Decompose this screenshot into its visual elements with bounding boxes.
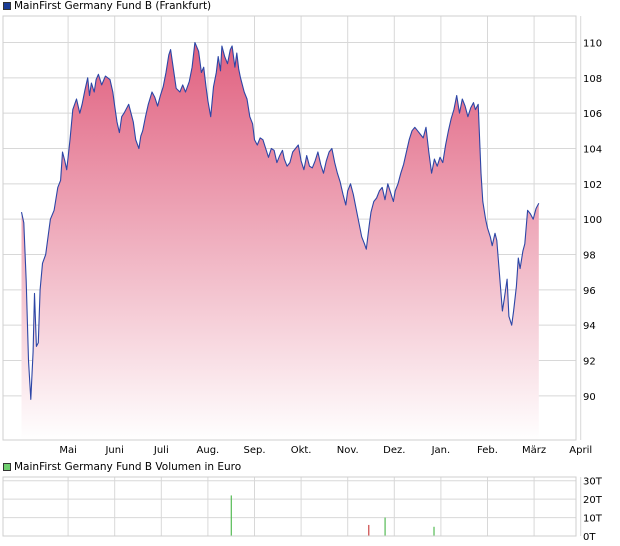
price-y-tick-label: 100 xyxy=(583,215,602,226)
volume-bar xyxy=(368,524,370,536)
volume-plot-border xyxy=(2,476,577,537)
volume-bar xyxy=(384,517,386,536)
price-y-tick-label: 90 xyxy=(583,392,596,403)
price-plot-border xyxy=(2,15,577,441)
price-area-layer xyxy=(20,41,540,440)
volume-chart-legend: MainFirst Germany Fund B Volumen in Euro xyxy=(3,461,241,474)
price-x-axis: Mai Juni Juli Aug. Sep. Okt. Nov. Dez. Jan. Feb. M… xyxy=(59,445,592,456)
price-y-tick-label: 106 xyxy=(583,109,602,120)
price-x-tick-label: Aug. xyxy=(197,445,220,456)
price-x-tick-label: Juni xyxy=(104,445,123,456)
price-series-line xyxy=(20,41,540,400)
price-x-tick-label: März xyxy=(522,445,546,456)
price-y-tick-label: 108 xyxy=(583,74,602,85)
volume-y-tick-label: 20T xyxy=(583,495,603,506)
price-x-tick-label: Juli xyxy=(153,445,169,456)
volume-bar xyxy=(433,526,435,536)
price-frame xyxy=(2,15,577,441)
price-area-fill xyxy=(21,42,539,440)
price-y-tick-label: 104 xyxy=(583,145,602,156)
volume-y-tick-label: 10T xyxy=(583,514,603,525)
price-x-tick-label: April xyxy=(569,445,592,456)
price-x-tick-label: Okt. xyxy=(291,445,312,456)
price-y-tick-label: 96 xyxy=(583,286,596,297)
volume-frame xyxy=(2,476,577,537)
volume-grid xyxy=(3,477,582,537)
price-x-tick-label: Mai xyxy=(59,445,77,456)
volume-chart-title: MainFirst Germany Fund B Volumen in Euro xyxy=(14,461,242,473)
volume-y-axis: 0T 10T 20T 30T xyxy=(583,477,603,543)
price-y-tick-label: 98 xyxy=(583,251,596,262)
price-y-tick-label: 110 xyxy=(583,39,602,50)
price-x-tick-label: Dez. xyxy=(383,445,405,456)
price-y-tick-label: 102 xyxy=(583,180,602,191)
price-chart-legend: MainFirst Germany Fund B (Frankfurt) xyxy=(3,0,211,13)
price-y-axis: 90 92 94 96 98 100 102 104 106 108 110 xyxy=(583,39,602,403)
price-x-tick-label: Feb. xyxy=(477,445,498,456)
price-chart-title: MainFirst Germany Fund B (Frankfurt) xyxy=(14,0,212,12)
price-y-tick-label: 94 xyxy=(583,321,596,332)
volume-y-tick-label: 0T xyxy=(583,532,596,543)
volume-legend-swatch xyxy=(3,463,11,471)
price-x-tick-label: Jan. xyxy=(431,445,451,456)
volume-y-tick-label: 30T xyxy=(583,477,603,488)
price-x-tick-label: Sep. xyxy=(243,445,265,456)
volume-bars xyxy=(230,495,435,536)
price-x-tick-label: Nov. xyxy=(337,445,359,456)
price-legend-swatch xyxy=(3,2,11,10)
volume-bar xyxy=(230,495,232,536)
price-y-tick-label: 92 xyxy=(583,357,596,368)
